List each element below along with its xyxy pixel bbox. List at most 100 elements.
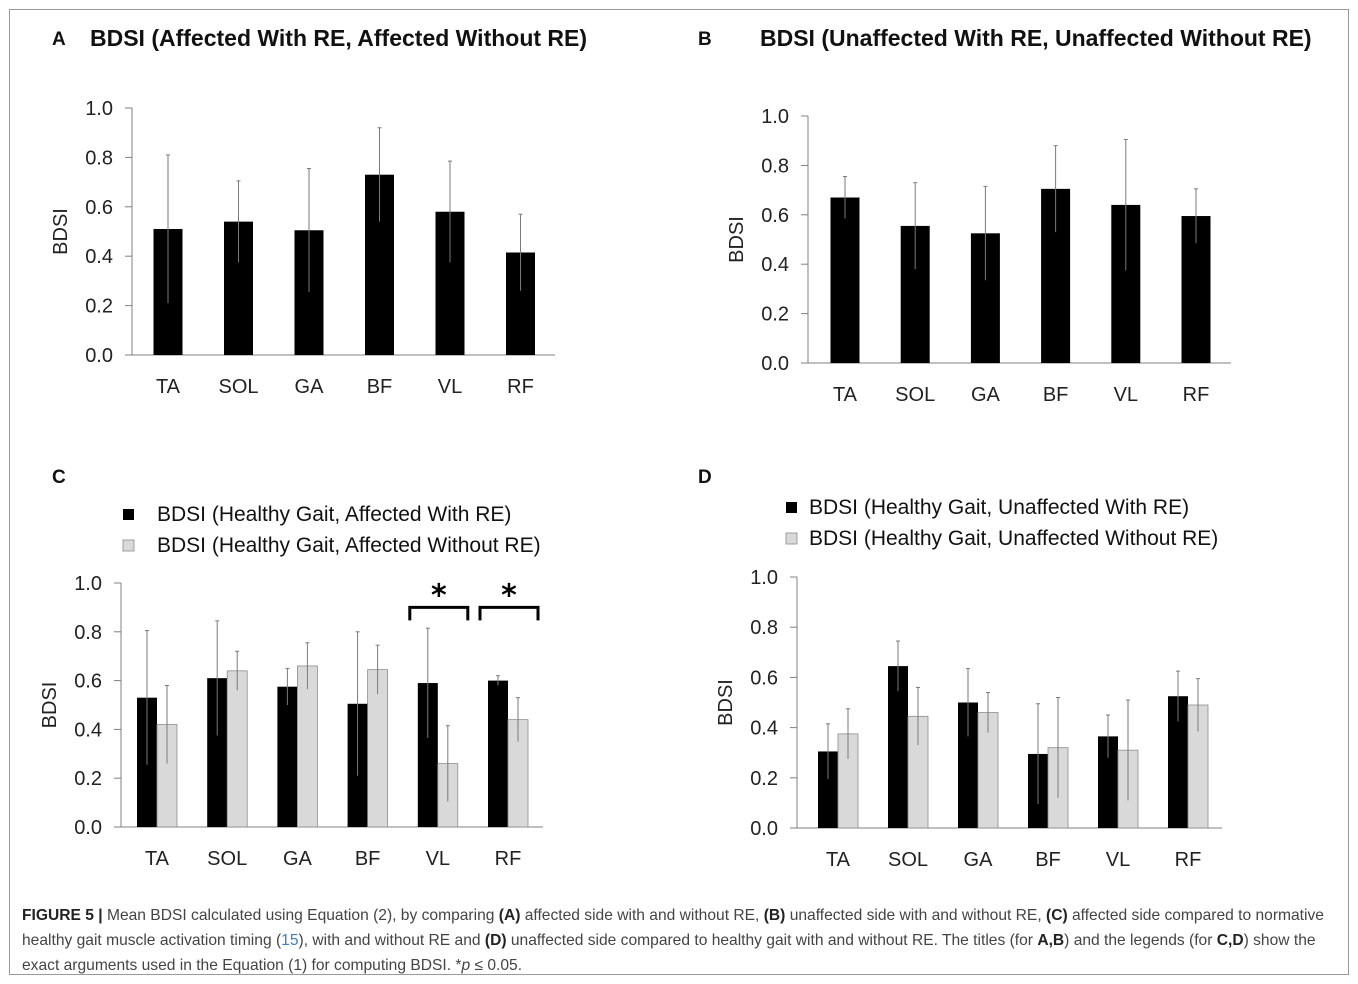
- y-tick-label: 0.0: [750, 818, 778, 840]
- y-tick-label: 0.2: [85, 296, 113, 318]
- x-tick-label: GA: [971, 384, 1001, 406]
- bar: [226, 670, 248, 828]
- x-tick-label: BF: [1043, 384, 1069, 406]
- y-tick-label: 0.6: [85, 197, 113, 219]
- caption-text: ), with and without RE and: [298, 932, 485, 949]
- x-tick-label: RF: [1175, 849, 1202, 871]
- y-tick-label: 1.0: [761, 106, 789, 128]
- caption-label: FIGURE 5 |: [22, 907, 103, 924]
- y-axis-label: BDSI: [715, 679, 737, 726]
- panel-letter-a: A: [52, 29, 66, 50]
- x-tick-label: VL: [1106, 849, 1130, 871]
- caption-text: affected side compared to normative heal…: [22, 907, 1324, 949]
- x-tick-label: TA: [156, 376, 181, 398]
- y-tick-label: 1.0: [85, 98, 113, 120]
- x-tick-label: SOL: [218, 376, 258, 398]
- panel-letter-d: D: [698, 467, 712, 488]
- y-tick-label: 0.2: [74, 768, 102, 790]
- x-tick-label: RF: [495, 848, 522, 870]
- x-tick-label: SOL: [207, 848, 247, 870]
- panel-b: B BDSI (Unaffected With RE, Unaffected W…: [698, 25, 1312, 406]
- caption-ref-ab: A,B: [1037, 932, 1065, 949]
- bar: [888, 666, 908, 828]
- bar: [1098, 736, 1118, 828]
- y-tick-label: 0.8: [74, 622, 102, 644]
- significance-bracket: [408, 605, 470, 621]
- y-tick-label: 0.0: [761, 353, 789, 375]
- x-tick-label: SOL: [888, 849, 928, 871]
- panel-a: A BDSI (Affected With RE, Affected Witho…: [50, 25, 587, 398]
- y-axis-label: BDSI: [39, 682, 61, 729]
- panel-a-title: BDSI (Affected With RE, Affected Without…: [90, 25, 587, 51]
- y-tick-label: 0.6: [750, 667, 778, 689]
- panel-c: C BDSI (Healthy Gait, Affected With RE) …: [39, 467, 543, 870]
- y-tick-label: 0.4: [74, 719, 102, 741]
- y-tick-label: 0.2: [761, 304, 789, 326]
- x-tick-label: VL: [438, 376, 462, 398]
- significance-marker: *: [501, 578, 517, 613]
- bar: [830, 197, 860, 363]
- x-tick-label: TA: [826, 849, 851, 871]
- caption-text: unaffected side compared to healthy gait…: [506, 932, 1038, 949]
- legend-label-with-re: BDSI (Healthy Gait, Affected With RE): [157, 503, 511, 526]
- y-tick-label: 1.0: [750, 567, 778, 589]
- y-tick-label: 0.0: [74, 817, 102, 839]
- bar: [277, 686, 298, 827]
- legend-label-with-re: BDSI (Healthy Gait, Unaffected With RE): [809, 496, 1189, 519]
- legend-swatch-without-re: [785, 532, 798, 545]
- x-tick-label: SOL: [895, 384, 935, 406]
- legend-label-without-re: BDSI (Healthy Gait, Affected Without RE): [157, 534, 541, 557]
- bar: [1168, 696, 1188, 828]
- citation-link[interactable]: 15: [281, 932, 299, 949]
- y-tick-label: 0.8: [750, 617, 778, 639]
- caption-text: unaffected side with and without RE,: [785, 907, 1046, 924]
- y-tick-label: 0.0: [85, 345, 113, 367]
- legend-label-without-re: BDSI (Healthy Gait, Unaffected Without R…: [809, 527, 1218, 550]
- y-tick-label: 0.6: [74, 671, 102, 693]
- caption-p-variable: p: [461, 957, 471, 974]
- panel-d: D BDSI (Healthy Gait, Unaffected With RE…: [698, 467, 1222, 871]
- x-tick-label: RF: [507, 376, 534, 398]
- y-tick-label: 0.6: [761, 205, 789, 227]
- y-tick-label: 0.4: [85, 246, 113, 268]
- legend-swatch-without-re: [122, 539, 135, 552]
- x-tick-label: TA: [145, 848, 170, 870]
- x-tick-label: GA: [295, 376, 325, 398]
- bar: [296, 665, 318, 828]
- y-tick-label: 0.8: [85, 147, 113, 169]
- caption-text: ≤ 0.05.: [470, 957, 523, 974]
- x-tick-label: VL: [1114, 384, 1138, 406]
- figure-caption: FIGURE 5 | Mean BDSI calculated using Eq…: [22, 903, 1340, 978]
- caption-text: ) and the legends (for: [1064, 932, 1217, 949]
- caption-ref-d: (D): [484, 932, 507, 949]
- bar: [417, 683, 438, 827]
- caption-ref-b: (B): [763, 907, 786, 924]
- x-tick-label: VL: [426, 848, 450, 870]
- legend-swatch-with-re: [123, 509, 134, 520]
- significance-marker: *: [431, 578, 447, 613]
- x-tick-label: BF: [355, 848, 381, 870]
- x-tick-label: BF: [367, 376, 393, 398]
- caption-text: Mean BDSI calculated using Equation (2),…: [102, 907, 499, 924]
- y-axis-label: BDSI: [50, 208, 72, 255]
- bar: [488, 680, 508, 827]
- y-tick-label: 1.0: [74, 573, 102, 595]
- bar: [958, 702, 978, 828]
- x-tick-label: RF: [1183, 384, 1210, 406]
- y-tick-label: 0.4: [750, 718, 778, 740]
- x-tick-label: GA: [283, 848, 313, 870]
- panel-b-title: BDSI (Unaffected With RE, Unaffected Wit…: [760, 25, 1312, 51]
- caption-ref-c: (C): [1046, 907, 1068, 924]
- bar: [818, 751, 838, 828]
- y-tick-label: 0.8: [761, 155, 789, 177]
- y-tick-label: 0.2: [750, 768, 778, 790]
- caption-text: affected side with and without RE,: [520, 907, 764, 924]
- significance-bracket: [478, 605, 540, 621]
- panel-letter-c: C: [52, 467, 66, 488]
- y-axis-label: BDSI: [726, 216, 748, 263]
- caption-text: ) show the exact arguments used in the E…: [22, 932, 1316, 974]
- panel-letter-b: B: [698, 29, 712, 50]
- x-tick-label: GA: [964, 849, 994, 871]
- x-tick-label: TA: [833, 384, 858, 406]
